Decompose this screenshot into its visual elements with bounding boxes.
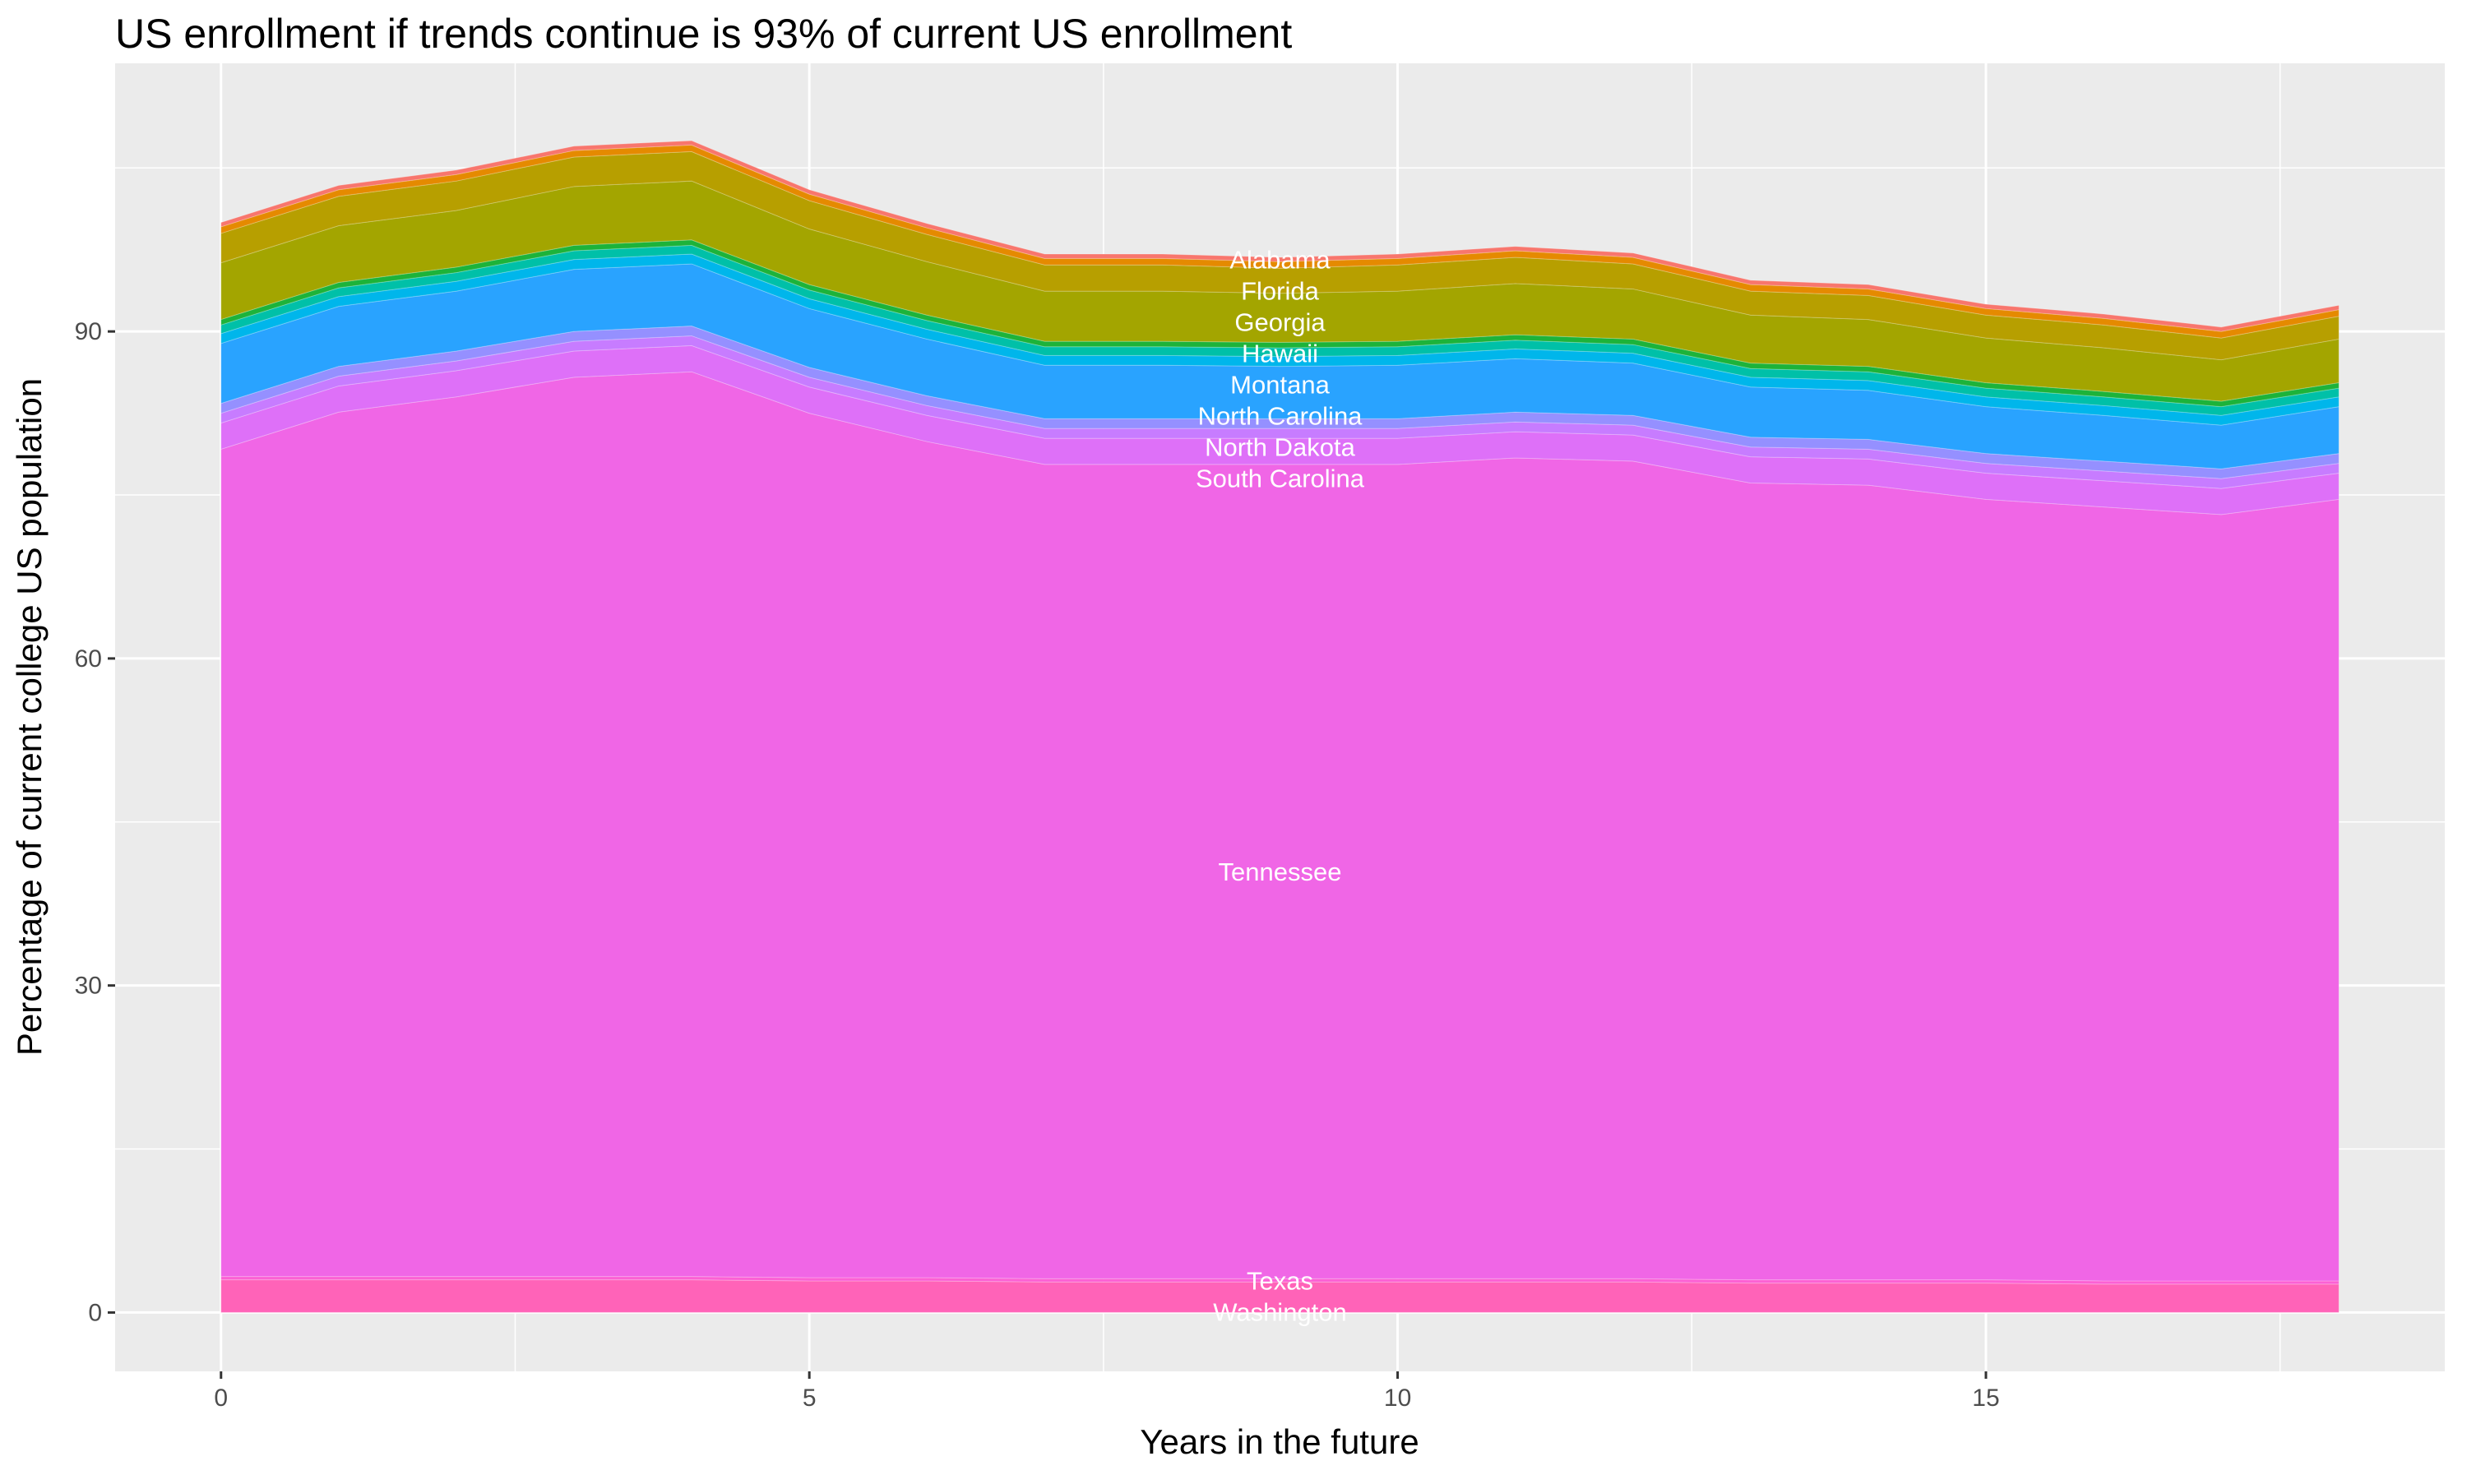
x-tick-label: 15 [1972, 1385, 1999, 1412]
series-label: Montana [1230, 371, 1330, 400]
series-label: Tennessee [1219, 858, 1342, 886]
y-tick-label: 30 [75, 973, 102, 1000]
area-washington [220, 1279, 2340, 1313]
area-layers [220, 140, 2340, 1313]
x-tick-label: 0 [214, 1385, 228, 1412]
y-tick-label: 60 [75, 645, 102, 673]
series-label: North Carolina [1198, 402, 1363, 431]
series-label: Georgia [1234, 308, 1326, 337]
y-tick-label: 0 [88, 1299, 102, 1326]
series-label: South Carolina [1196, 465, 1365, 493]
series-label: North Dakota [1205, 433, 1355, 462]
area-tennessee [220, 371, 2340, 1282]
chart-title: US enrollment if trends continue is 93% … [115, 11, 1292, 57]
series-label: Texas [1247, 1266, 1313, 1295]
y-tick-label: 90 [75, 318, 102, 345]
area-alabama [220, 140, 2340, 332]
series-label: Alabama [1229, 246, 1331, 275]
axes: 0 5 10 15 0 30 60 90 [75, 318, 2000, 1412]
x-axis-title: Years in the future [1140, 1422, 1419, 1461]
x-tick-label: 5 [803, 1385, 817, 1412]
series-label: Hawaii [1242, 340, 1318, 368]
series-label: Washington [1213, 1297, 1347, 1326]
y-axis-title: Percentage of current college US populat… [10, 378, 49, 1056]
x-tick-label: 10 [1384, 1385, 1411, 1412]
series-label: Florida [1241, 277, 1320, 306]
series-labels: AlabamaFloridaGeorgiaHawaiiMontanaNorth … [1196, 246, 1365, 1327]
